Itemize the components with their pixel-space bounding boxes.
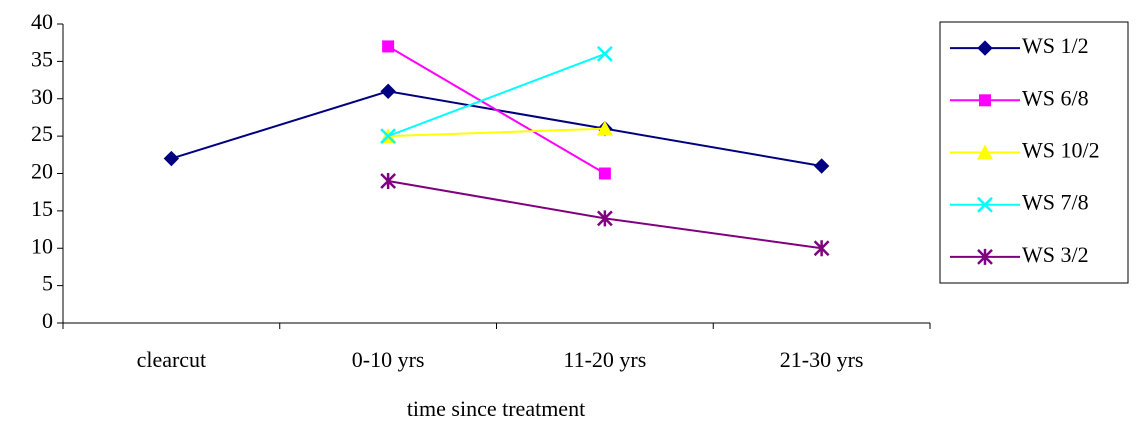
y-tick-label: 20 (31, 159, 53, 184)
legend-label: WS 1/2 (1022, 33, 1089, 58)
data-point (813, 240, 830, 257)
data-point (380, 83, 396, 99)
legend-marker (979, 94, 991, 107)
data-point (380, 172, 397, 189)
y-tick-label: 10 (31, 233, 53, 258)
y-tick-label: 35 (31, 46, 53, 71)
x-axis-title: time since treatment (407, 396, 585, 421)
y-tick-label: 30 (31, 84, 53, 109)
legend-marker (977, 40, 993, 56)
data-point (380, 128, 397, 145)
data-point (596, 210, 613, 227)
legend-label: WS 3/2 (1022, 242, 1089, 267)
data-point (596, 46, 613, 62)
legend-label: WS 10/2 (1022, 138, 1100, 163)
y-tick-label: 0 (42, 308, 53, 333)
legend-box (939, 21, 1129, 284)
y-tick-label: 5 (42, 271, 53, 296)
legend-marker (977, 248, 993, 265)
data-point (813, 158, 830, 174)
series-line (387, 45, 606, 175)
series-line (171, 90, 822, 168)
series-line (388, 127, 605, 138)
series-line (387, 52, 606, 138)
x-tick-label: 0-10 yrs (352, 347, 425, 372)
y-tick-label: 15 (31, 196, 53, 221)
y-tick-label: 40 (31, 9, 53, 34)
legend-label: WS 7/8 (1022, 190, 1089, 215)
x-tick-label: 21-30 yrs (780, 347, 864, 372)
data-point (163, 150, 180, 167)
x-tick-label: 11-20 yrs (563, 347, 646, 372)
y-tick-label: 25 (31, 121, 53, 146)
legend-label: WS 6/8 (1022, 85, 1089, 110)
legend-marker (977, 144, 993, 160)
data-point (598, 167, 611, 180)
data-point (596, 120, 613, 136)
data-point (382, 40, 395, 53)
x-tick-label: clearcut (137, 347, 207, 372)
legend-marker (977, 196, 993, 213)
